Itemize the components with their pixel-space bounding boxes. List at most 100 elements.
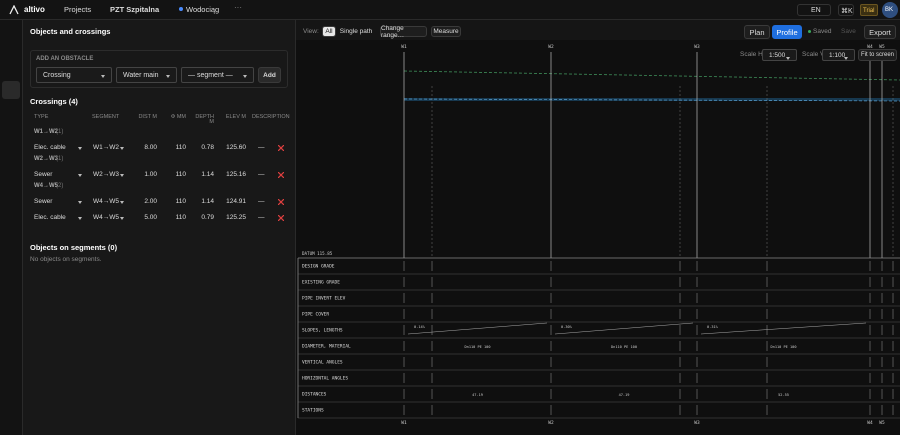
avatar[interactable]: BK bbox=[882, 2, 898, 18]
mode-plan[interactable]: Plan bbox=[744, 25, 770, 39]
cell-dist: 2.00 bbox=[144, 198, 157, 205]
scale-h-label: Scale H bbox=[740, 51, 763, 58]
cell-description: — bbox=[258, 198, 265, 205]
distance-label: 47.19 bbox=[619, 393, 630, 397]
view-single[interactable]: Single path bbox=[339, 28, 373, 35]
change-range[interactable]: Change range… bbox=[380, 25, 427, 39]
band-label: PIPE COVER bbox=[302, 312, 329, 318]
drawing-bg bbox=[296, 40, 900, 435]
band-label: HORIZONTAL ANGLES bbox=[302, 376, 348, 382]
group-name: W2→W3 bbox=[34, 156, 58, 162]
band-label: SLOPES, LENGTHS bbox=[302, 328, 343, 334]
add-button[interactable]: Add bbox=[258, 67, 281, 83]
export[interactable]: Export bbox=[864, 25, 896, 39]
column-header: SEGMENT bbox=[92, 114, 120, 120]
well-label: W4 bbox=[867, 44, 873, 50]
scale-h[interactable]: 1:500 bbox=[762, 49, 797, 61]
slope-label: 0.14% bbox=[414, 325, 426, 329]
network-select[interactable]: Wodociąg bbox=[186, 5, 220, 14]
well-label: W5 bbox=[879, 44, 885, 50]
status-dot bbox=[808, 30, 811, 33]
objects-title: Objects on segments (0) bbox=[30, 243, 118, 252]
cell-depth: 0.79 bbox=[201, 214, 214, 221]
cell-description: — bbox=[258, 144, 265, 151]
segment-select[interactable]: W4→W5 bbox=[90, 210, 130, 225]
material-label: Dn110 PE 100 bbox=[611, 345, 637, 349]
nav-projects[interactable]: Projects bbox=[64, 5, 92, 14]
well-label-bottom: W4 bbox=[867, 420, 873, 426]
cell-diameter: 110 bbox=[175, 214, 186, 221]
group-name: W4→W5 bbox=[34, 183, 58, 189]
project-select[interactable]: PZT Szpitalna bbox=[110, 5, 160, 14]
datum: DATUM 115.85 bbox=[302, 251, 333, 256]
distance-label: 52.55 bbox=[778, 393, 789, 397]
add-type[interactable]: Crossing bbox=[36, 67, 112, 83]
objects-empty: No objects on segments. bbox=[30, 256, 102, 263]
add-title: ADD AN OBSTACLE bbox=[36, 56, 94, 62]
column-header: DIST M bbox=[138, 114, 157, 120]
segment-select[interactable]: W2→W3 bbox=[90, 167, 130, 182]
type-select[interactable]: Sewer bbox=[31, 167, 88, 182]
slope-line bbox=[700, 322, 867, 335]
group-count: (2) bbox=[56, 183, 64, 189]
add-network[interactable]: Water main bbox=[116, 67, 177, 83]
segment-select[interactable]: W4→W5 bbox=[90, 194, 130, 209]
column-header: Φ MM bbox=[170, 114, 186, 120]
column-unit: M bbox=[209, 119, 214, 125]
distance-label: 47.19 bbox=[472, 393, 483, 397]
column-header: ELEV M bbox=[225, 114, 246, 120]
cell-diameter: 110 bbox=[175, 144, 186, 151]
slope-label: 0.30% bbox=[561, 325, 573, 329]
well-label-bottom: W3 bbox=[694, 420, 700, 426]
cell-depth: 1.14 bbox=[201, 171, 214, 178]
cell-dist: 8.00 bbox=[144, 144, 157, 151]
remove-icon bbox=[277, 198, 285, 206]
type-select[interactable]: Elec. cable bbox=[31, 140, 88, 155]
band-label: VERTICAL ANGLES bbox=[302, 360, 343, 366]
well-label: W1 bbox=[401, 44, 407, 50]
top-bar bbox=[0, 0, 900, 20]
remove[interactable] bbox=[277, 211, 285, 223]
cell-elev: 125.60 bbox=[226, 144, 246, 151]
add-box bbox=[30, 50, 288, 88]
material-label: Dn110 PE 100 bbox=[771, 345, 797, 349]
band-label: DIAMETER, MATERIAL bbox=[302, 344, 351, 350]
save[interactable]: Save bbox=[841, 28, 856, 35]
segment-select[interactable]: W1→W2 bbox=[90, 140, 130, 155]
band-label: PIPE INVERT ELEV bbox=[302, 296, 346, 302]
view-all[interactable]: All bbox=[322, 26, 336, 37]
measure[interactable]: Measure bbox=[431, 26, 461, 37]
material-label: Dn110 PE 100 bbox=[465, 345, 491, 349]
cell-diameter: 110 bbox=[175, 171, 186, 178]
remove-icon bbox=[277, 171, 285, 179]
well-label: W2 bbox=[548, 44, 554, 50]
cell-depth: 0.78 bbox=[201, 144, 214, 151]
add-segment[interactable]: — segment — bbox=[181, 67, 254, 83]
mode-profile[interactable]: Profile bbox=[772, 25, 802, 39]
column-header: DESCRIPTION bbox=[252, 114, 290, 120]
type-select[interactable]: Sewer bbox=[31, 194, 88, 209]
remove[interactable] bbox=[277, 141, 285, 153]
group-count: (1) bbox=[56, 156, 64, 162]
more[interactable]: ··· bbox=[234, 3, 242, 12]
remove[interactable] bbox=[277, 168, 285, 180]
column-header: TYPE bbox=[34, 114, 49, 120]
rail-active[interactable] bbox=[2, 81, 20, 99]
plan-badge: Trial bbox=[860, 4, 878, 16]
existing-grade bbox=[403, 70, 900, 81]
profile-drawing: W1 W1 W2 W2 W3 W3 W4 W4 W5 W5 DATUM 115.85 DESIGN G… bbox=[296, 40, 900, 435]
band-label: DESIGN GRADE bbox=[302, 264, 335, 270]
remove[interactable] bbox=[277, 195, 285, 207]
well-label-bottom: W1 bbox=[401, 420, 407, 426]
status: Saved bbox=[813, 28, 832, 35]
fit[interactable]: Fit to screen bbox=[858, 49, 897, 61]
type-select[interactable]: Elec. cable bbox=[31, 210, 88, 225]
well-label-bottom: W2 bbox=[548, 420, 554, 426]
scale-v[interactable]: 1:100 bbox=[822, 49, 855, 61]
shortcut[interactable]: ⌘K bbox=[838, 4, 854, 16]
view-label: View: bbox=[303, 28, 319, 35]
language[interactable]: EN bbox=[797, 4, 831, 16]
slope-line bbox=[407, 322, 548, 335]
slope-label: 0.31% bbox=[707, 325, 719, 329]
